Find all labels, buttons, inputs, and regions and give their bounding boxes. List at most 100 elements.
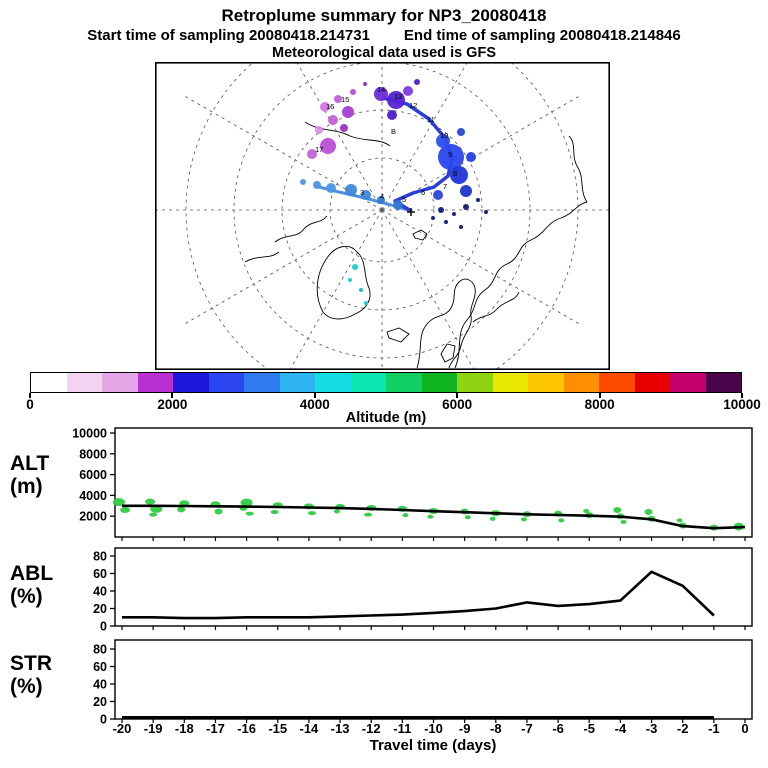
svg-text:8000: 8000 — [79, 447, 107, 461]
abl-panel: 0 20 40 60 80 — [93, 547, 753, 634]
svg-text:-9: -9 — [459, 721, 471, 736]
svg-text:-19: -19 — [144, 721, 163, 736]
colorbar-tick-label: 2000 — [157, 397, 188, 412]
colorbar-segment — [599, 373, 635, 392]
colorbar-tick-mark — [313, 393, 316, 398]
svg-text:-11: -11 — [393, 721, 411, 736]
plume-particle-clusters — [300, 79, 488, 305]
alt-line — [122, 504, 746, 530]
colorbar-segment — [137, 373, 173, 392]
svg-text:-13: -13 — [331, 721, 350, 736]
svg-text:20: 20 — [93, 602, 107, 616]
colorbar-segment — [102, 373, 138, 392]
colorbar-segment — [208, 373, 244, 392]
svg-text:60: 60 — [93, 660, 107, 674]
svg-text:14: 14 — [377, 85, 385, 94]
svg-text:10000: 10000 — [72, 427, 107, 441]
svg-text:-20: -20 — [113, 721, 132, 736]
colorbar-tick-label: 10000 — [723, 397, 761, 412]
page-title: Retroplume summary for NP3_20080418 — [221, 6, 547, 25]
svg-text:-15: -15 — [268, 721, 287, 736]
str-panel: 0 20 40 60 80 — [93, 639, 753, 727]
colorbar-tick-mark — [598, 393, 601, 398]
colorbar-segment — [315, 373, 351, 392]
altitude-colorbar — [30, 372, 742, 393]
colorbar-segment — [386, 373, 422, 392]
x-axis-tick-labels: -20 -19 -18 -17 -16 -15 -14 -13 -12 -11 -10 -9 -8 -7-… — [113, 721, 749, 736]
svg-text:0: 0 — [100, 620, 107, 634]
svg-text:-2: -2 — [677, 721, 689, 736]
svg-text:10: 10 — [440, 131, 448, 140]
svg-text:15: 15 — [341, 95, 349, 104]
map-border — [155, 62, 610, 370]
start-time-text: Start time of sampling 20080418.214731 — [87, 27, 370, 44]
svg-text:16: 16 — [326, 102, 334, 111]
colorbar-segment — [31, 373, 67, 392]
colorbar-tick-mark — [29, 393, 31, 398]
svg-text:9: 9 — [448, 150, 452, 159]
alt-panel: 2000 4000 6000 8000 10000 — [72, 427, 753, 541]
svg-text:-12: -12 — [362, 721, 381, 736]
sampling-times: Start time of sampling 20080418.214731 E… — [0, 27, 768, 44]
colorbar-segment — [173, 373, 209, 392]
svg-text:0: 0 — [100, 713, 107, 727]
svg-text:-7: -7 — [521, 721, 533, 736]
svg-text:-17: -17 — [206, 721, 225, 736]
svg-text:4000: 4000 — [79, 489, 107, 503]
colorbar-segment — [563, 373, 599, 392]
svg-text:80: 80 — [93, 643, 107, 657]
svg-text:6: 6 — [421, 188, 425, 197]
svg-text:-6: -6 — [552, 721, 564, 736]
x-axis-title: Travel time (days) — [369, 737, 497, 754]
met-data-line: Meteorological data used is GFS — [272, 45, 496, 61]
colorbar-segment — [705, 373, 741, 392]
svg-text:B: B — [391, 127, 396, 136]
colorbar-tick-label: 6000 — [442, 397, 473, 412]
svg-text:0: 0 — [741, 721, 748, 736]
svg-text:11: 11 — [427, 115, 435, 124]
colorbar-tick-label: 8000 — [584, 397, 615, 412]
svg-text:-14: -14 — [300, 721, 320, 736]
svg-text:-4: -4 — [615, 721, 627, 736]
polar-map: 17 16 15 14 13 12 11 10 9 8 7 6 5 4 3 B — [152, 0, 612, 440]
svg-text:20: 20 — [93, 695, 107, 709]
svg-text:-5: -5 — [583, 721, 595, 736]
svg-text:12: 12 — [409, 101, 417, 110]
colorbar-segment — [670, 373, 706, 392]
colorbar-segment — [66, 373, 102, 392]
svg-text:8: 8 — [453, 169, 457, 178]
colorbar-segment — [244, 373, 280, 392]
colorbar-segment — [457, 373, 493, 392]
svg-text:60: 60 — [93, 567, 107, 581]
svg-text:4: 4 — [380, 192, 384, 201]
alt-axis-title: ALT (m) — [10, 452, 50, 498]
colorbar-tick-mark — [171, 393, 174, 398]
colorbar-tick-label: 4000 — [299, 397, 330, 412]
colorbar-segment — [279, 373, 315, 392]
str-axis-title: STR (%) — [10, 652, 52, 698]
svg-text:-8: -8 — [490, 721, 502, 736]
svg-text:6000: 6000 — [79, 468, 107, 482]
svg-text:13: 13 — [394, 92, 402, 101]
colorbar-segment — [634, 373, 670, 392]
svg-text:5: 5 — [402, 195, 406, 204]
abl-line — [122, 570, 715, 620]
colorbar-title: Altitude (m) — [345, 410, 427, 426]
colorbar-tick-mark — [741, 393, 743, 398]
colorbar-segment — [492, 373, 528, 392]
svg-text:-3: -3 — [646, 721, 658, 736]
svg-text:7: 7 — [443, 182, 447, 191]
svg-text:17: 17 — [315, 145, 323, 154]
colorbar-segment — [421, 373, 457, 392]
day-number-labels: 17 16 15 14 13 12 11 10 9 87 6 5 4 3 B — [315, 85, 457, 204]
svg-text:-16: -16 — [237, 721, 256, 736]
svg-text:-1: -1 — [708, 721, 720, 736]
coastlines — [244, 121, 588, 369]
svg-text:40: 40 — [93, 678, 107, 692]
end-time-text: End time of sampling 20080418.214846 — [403, 27, 681, 44]
colorbar-segment — [528, 373, 564, 392]
svg-text:-18: -18 — [175, 721, 194, 736]
svg-text:-10: -10 — [424, 721, 443, 736]
